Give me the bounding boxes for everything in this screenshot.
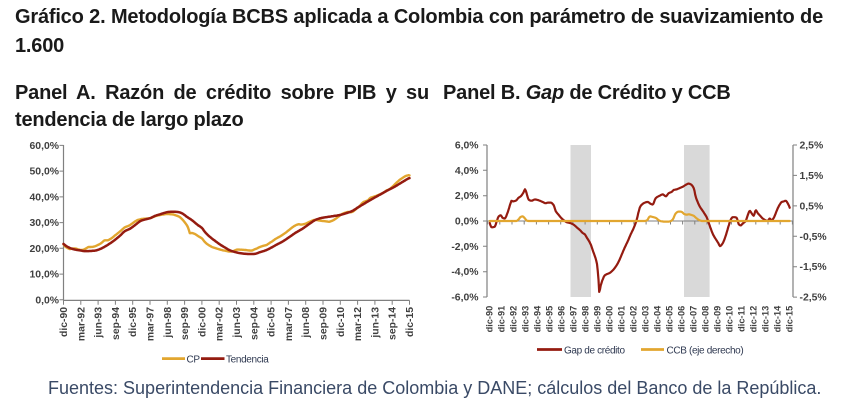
svg-text:dic-15: dic-15 [785,306,795,333]
svg-text:dic-94: dic-94 [533,305,543,332]
svg-text:30,0%: 30,0% [30,218,59,229]
svg-text:10,0%: 10,0% [30,270,59,281]
svg-text:20,0%: 20,0% [30,244,59,255]
svg-text:jun-03: jun-03 [232,307,243,339]
svg-text:-2,5%: -2,5% [800,293,827,304]
svg-text:CP: CP [187,355,201,366]
svg-text:0,0%: 0,0% [35,295,59,306]
svg-text:sep-94: sep-94 [111,307,122,340]
svg-text:dic-09: dic-09 [713,306,723,333]
svg-text:jun-08: jun-08 [301,307,312,339]
svg-text:dic-97: dic-97 [569,306,579,333]
svg-text:4,0%: 4,0% [455,166,479,177]
svg-text:dic-00: dic-00 [605,306,615,333]
svg-text:40,0%: 40,0% [30,192,59,203]
svg-text:dic-10: dic-10 [336,307,347,337]
svg-text:dic-15: dic-15 [405,307,416,337]
svg-text:-1,5%: -1,5% [800,262,827,273]
svg-text:-2,0%: -2,0% [451,242,478,253]
svg-text:dic-11: dic-11 [737,306,747,332]
svg-text:dic-01: dic-01 [617,306,627,333]
svg-text:sep-09: sep-09 [319,307,330,340]
svg-text:50,0%: 50,0% [30,167,59,178]
svg-text:dic-99: dic-99 [593,306,603,333]
svg-text:6,0%: 6,0% [455,141,479,152]
svg-text:dic-90: dic-90 [59,307,70,337]
svg-text:dic-96: dic-96 [557,306,567,333]
svg-text:-6,0%: -6,0% [451,293,478,304]
svg-text:dic-92: dic-92 [509,306,519,333]
svg-text:dic-05: dic-05 [665,306,675,333]
svg-text:dic-98: dic-98 [581,306,591,333]
svg-text:0,5%: 0,5% [800,201,824,212]
svg-text:sep-14: sep-14 [388,307,399,340]
svg-text:mar-07: mar-07 [284,307,295,341]
svg-text:jun-93: jun-93 [94,307,105,339]
svg-text:dic-04: dic-04 [653,305,663,332]
svg-text:-4,0%: -4,0% [451,267,478,278]
svg-text:sep-04: sep-04 [249,307,260,340]
svg-text:jun-13: jun-13 [370,307,381,339]
svg-text:dic-14: dic-14 [773,305,783,332]
svg-text:dic-10: dic-10 [725,306,735,333]
svg-text:dic-95: dic-95 [545,306,555,333]
svg-text:dic-95: dic-95 [128,307,139,337]
svg-text:2,5%: 2,5% [800,141,824,152]
svg-text:sep-99: sep-99 [180,307,191,340]
svg-text:CCB (eje derecho): CCB (eje derecho) [667,345,744,356]
svg-text:dic-90: dic-90 [485,306,495,333]
svg-text:mar-92: mar-92 [76,307,87,341]
svg-text:mar-02: mar-02 [215,307,226,341]
svg-text:2,0%: 2,0% [455,191,479,202]
svg-text:dic-03: dic-03 [641,306,651,333]
svg-text:jun-98: jun-98 [163,307,174,339]
svg-text:dic-91: dic-91 [497,306,507,333]
svg-text:dic-13: dic-13 [761,306,771,333]
svg-text:Tendencia: Tendencia [226,355,269,366]
svg-text:dic-93: dic-93 [521,306,531,333]
svg-text:dic-12: dic-12 [749,306,759,333]
svg-text:Gap de crédito: Gap de crédito [564,345,625,356]
svg-text:dic-02: dic-02 [629,306,639,333]
svg-text:mar-12: mar-12 [353,307,364,341]
svg-text:60,0%: 60,0% [30,141,59,152]
svg-text:1,5%: 1,5% [800,171,824,182]
svg-text:0,0%: 0,0% [455,217,479,228]
svg-text:dic-08: dic-08 [701,306,711,333]
svg-text:mar-97: mar-97 [146,307,157,341]
svg-text:dic-07: dic-07 [689,306,699,333]
svg-text:-0,5%: -0,5% [800,232,827,243]
svg-text:dic-06: dic-06 [677,306,687,333]
svg-text:dic-05: dic-05 [267,307,278,337]
svg-text:dic-00: dic-00 [197,307,208,337]
